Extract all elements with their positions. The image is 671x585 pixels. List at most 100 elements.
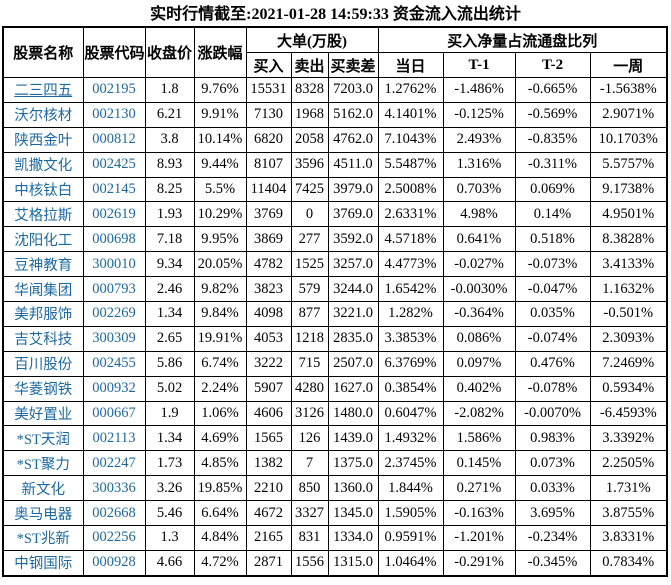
- close-price-cell: 5.46: [144, 500, 195, 527]
- buy-sell-diff-cell: 3257.0: [327, 251, 379, 278]
- stock-name-link[interactable]: 陕西金叶: [2, 126, 84, 153]
- stock-code-link[interactable]: 002130: [82, 101, 146, 128]
- buy-sell-diff-cell: 2507.0: [327, 350, 379, 377]
- buy-sell-diff-cell: 3221.0: [327, 301, 379, 327]
- stock-name-link[interactable]: *ST兆新: [2, 525, 84, 551]
- table-row: 艾格拉斯 002619 1.93 10.29% 3769 0 3769.0 2.6331% 4.…: [2, 201, 668, 228]
- net-buy-t1-cell: -0.364%: [442, 301, 516, 327]
- stock-code-link[interactable]: 002619: [82, 201, 146, 228]
- net-buy-today-cell: 3.3853%: [377, 325, 444, 352]
- stock-code-link[interactable]: 000812: [82, 126, 146, 153]
- close-price-cell: 9.34: [144, 251, 195, 278]
- stock-code-link[interactable]: 002425: [82, 151, 146, 178]
- net-buy-today-cell: 1.2762%: [377, 77, 444, 103]
- stock-code-link[interactable]: 002113: [82, 425, 146, 452]
- net-buy-week-cell: 2.2505%: [589, 450, 668, 477]
- buy-sell-diff-cell: 3979.0: [327, 176, 379, 203]
- stock-code-link[interactable]: 000928: [82, 549, 146, 577]
- close-price-cell: 1.34: [144, 301, 195, 327]
- stock-name-link[interactable]: *ST天润: [2, 425, 84, 452]
- net-buy-today-cell: 0.9591%: [377, 525, 444, 551]
- close-price-cell: 3.26: [144, 475, 195, 502]
- stock-name-link[interactable]: 沈阳化工: [2, 226, 84, 253]
- stock-name-link[interactable]: 沃尔核材: [2, 101, 84, 128]
- net-buy-week-cell: 4.9501%: [589, 201, 668, 228]
- stock-code-link[interactable]: 002269: [82, 301, 146, 327]
- net-buy-t2-cell: -0.047%: [514, 276, 591, 303]
- net-buy-today-cell: 5.5487%: [377, 151, 444, 178]
- change-pct-cell: 20.05%: [193, 251, 247, 278]
- stock-code-link[interactable]: 000793: [82, 276, 146, 303]
- net-buy-t2-cell: -0.311%: [514, 151, 591, 178]
- stock-name-link[interactable]: 豆神教育: [2, 251, 84, 278]
- change-pct-cell: 6.64%: [193, 500, 247, 527]
- header-buy: 买入: [245, 52, 292, 78]
- stock-code-link[interactable]: 300309: [82, 325, 146, 352]
- header-stock-name: 股票名称: [2, 26, 84, 78]
- change-pct-cell: 5.5%: [193, 176, 247, 203]
- sell-volume-cell: 277: [290, 226, 329, 253]
- stock-code-link[interactable]: 002668: [82, 500, 146, 527]
- sell-volume-cell: 7425: [290, 176, 329, 203]
- net-buy-t2-cell: -0.078%: [514, 375, 591, 402]
- stock-code-link[interactable]: 002247: [82, 450, 146, 477]
- net-buy-today-cell: 1.6542%: [377, 276, 444, 303]
- stock-code-link[interactable]: 002195: [82, 77, 146, 103]
- stock-name-link[interactable]: 凯撒文化: [2, 151, 84, 178]
- table-row: 百川股份 002455 5.86 6.74% 3222 715 2507.0 6.3769% 0…: [2, 350, 668, 377]
- table-row: 二三四五 002195 1.8 9.76% 15531 8328 7203.0 1.2762%…: [2, 77, 668, 103]
- buy-volume-cell: 3869: [245, 226, 292, 253]
- buy-volume-cell: 15531: [245, 77, 292, 103]
- sell-volume-cell: 3327: [290, 500, 329, 527]
- net-buy-week-cell: 3.8331%: [589, 525, 668, 551]
- change-pct-cell: 10.29%: [193, 201, 247, 228]
- net-buy-t1-cell: 0.402%: [442, 375, 516, 402]
- net-buy-t2-cell: 3.695%: [514, 500, 591, 527]
- stock-code-link[interactable]: 002455: [82, 350, 146, 377]
- stock-name-link[interactable]: 奥马电器: [2, 500, 84, 527]
- buy-volume-cell: 3769: [245, 201, 292, 228]
- net-buy-t2-cell: 0.476%: [514, 350, 591, 377]
- sell-volume-cell: 7: [290, 450, 329, 477]
- close-price-cell: 1.8: [144, 77, 195, 103]
- buy-volume-cell: 4672: [245, 500, 292, 527]
- stock-name-link[interactable]: 百川股份: [2, 350, 84, 377]
- net-buy-t1-cell: -0.027%: [442, 251, 516, 278]
- net-buy-week-cell: -6.4593%: [589, 400, 668, 427]
- net-buy-today-cell: 1.282%: [377, 301, 444, 327]
- sell-volume-cell: 1968: [290, 101, 329, 128]
- net-buy-today-cell: 4.1401%: [377, 101, 444, 128]
- header-stock-code: 股票代码: [82, 26, 146, 78]
- stock-code-link[interactable]: 000667: [82, 400, 146, 427]
- stock-code-link[interactable]: 300010: [82, 251, 146, 278]
- stock-code-link[interactable]: 000698: [82, 226, 146, 253]
- header-group-net-buy-ratio: 买入净量占流通盘比列: [377, 26, 668, 53]
- table-row: 中核钛白 002145 8.25 5.5% 11404 7425 3979.0 2.5008%…: [2, 176, 668, 203]
- stock-name-link[interactable]: 华闻集团: [2, 276, 84, 303]
- close-price-cell: 3.8: [144, 126, 195, 153]
- stock-name-link[interactable]: 二三四五: [2, 77, 84, 103]
- stock-name-link[interactable]: *ST聚力: [2, 450, 84, 477]
- stock-name-link[interactable]: 美邦服饰: [2, 301, 84, 327]
- net-buy-t1-cell: 0.271%: [442, 475, 516, 502]
- net-buy-today-cell: 1.4932%: [377, 425, 444, 452]
- buy-volume-cell: 8107: [245, 151, 292, 178]
- stock-name-link[interactable]: 中核钛白: [2, 176, 84, 203]
- buy-sell-diff-cell: 2835.0: [327, 325, 379, 352]
- change-pct-cell: 1.06%: [193, 400, 247, 427]
- stock-code-link[interactable]: 300336: [82, 475, 146, 502]
- net-buy-t2-cell: -0.345%: [514, 549, 591, 577]
- stock-name-link[interactable]: 美好置业: [2, 400, 84, 427]
- buy-volume-cell: 1382: [245, 450, 292, 477]
- stock-code-link[interactable]: 002256: [82, 525, 146, 551]
- stock-name-link[interactable]: 新文化: [2, 475, 84, 502]
- stock-name-link[interactable]: 中钢国际: [2, 549, 84, 577]
- stock-name-link[interactable]: 艾格拉斯: [2, 201, 84, 228]
- buy-volume-cell: 7130: [245, 101, 292, 128]
- stock-name-link[interactable]: 吉艾科技: [2, 325, 84, 352]
- stock-code-link[interactable]: 000932: [82, 375, 146, 402]
- stock-name-link[interactable]: 华菱钢铁: [2, 375, 84, 402]
- table-row: *ST兆新 002256 1.3 4.84% 2165 831 1334.0 0.9591% -…: [2, 525, 668, 551]
- sell-volume-cell: 1525: [290, 251, 329, 278]
- stock-code-link[interactable]: 002145: [82, 176, 146, 203]
